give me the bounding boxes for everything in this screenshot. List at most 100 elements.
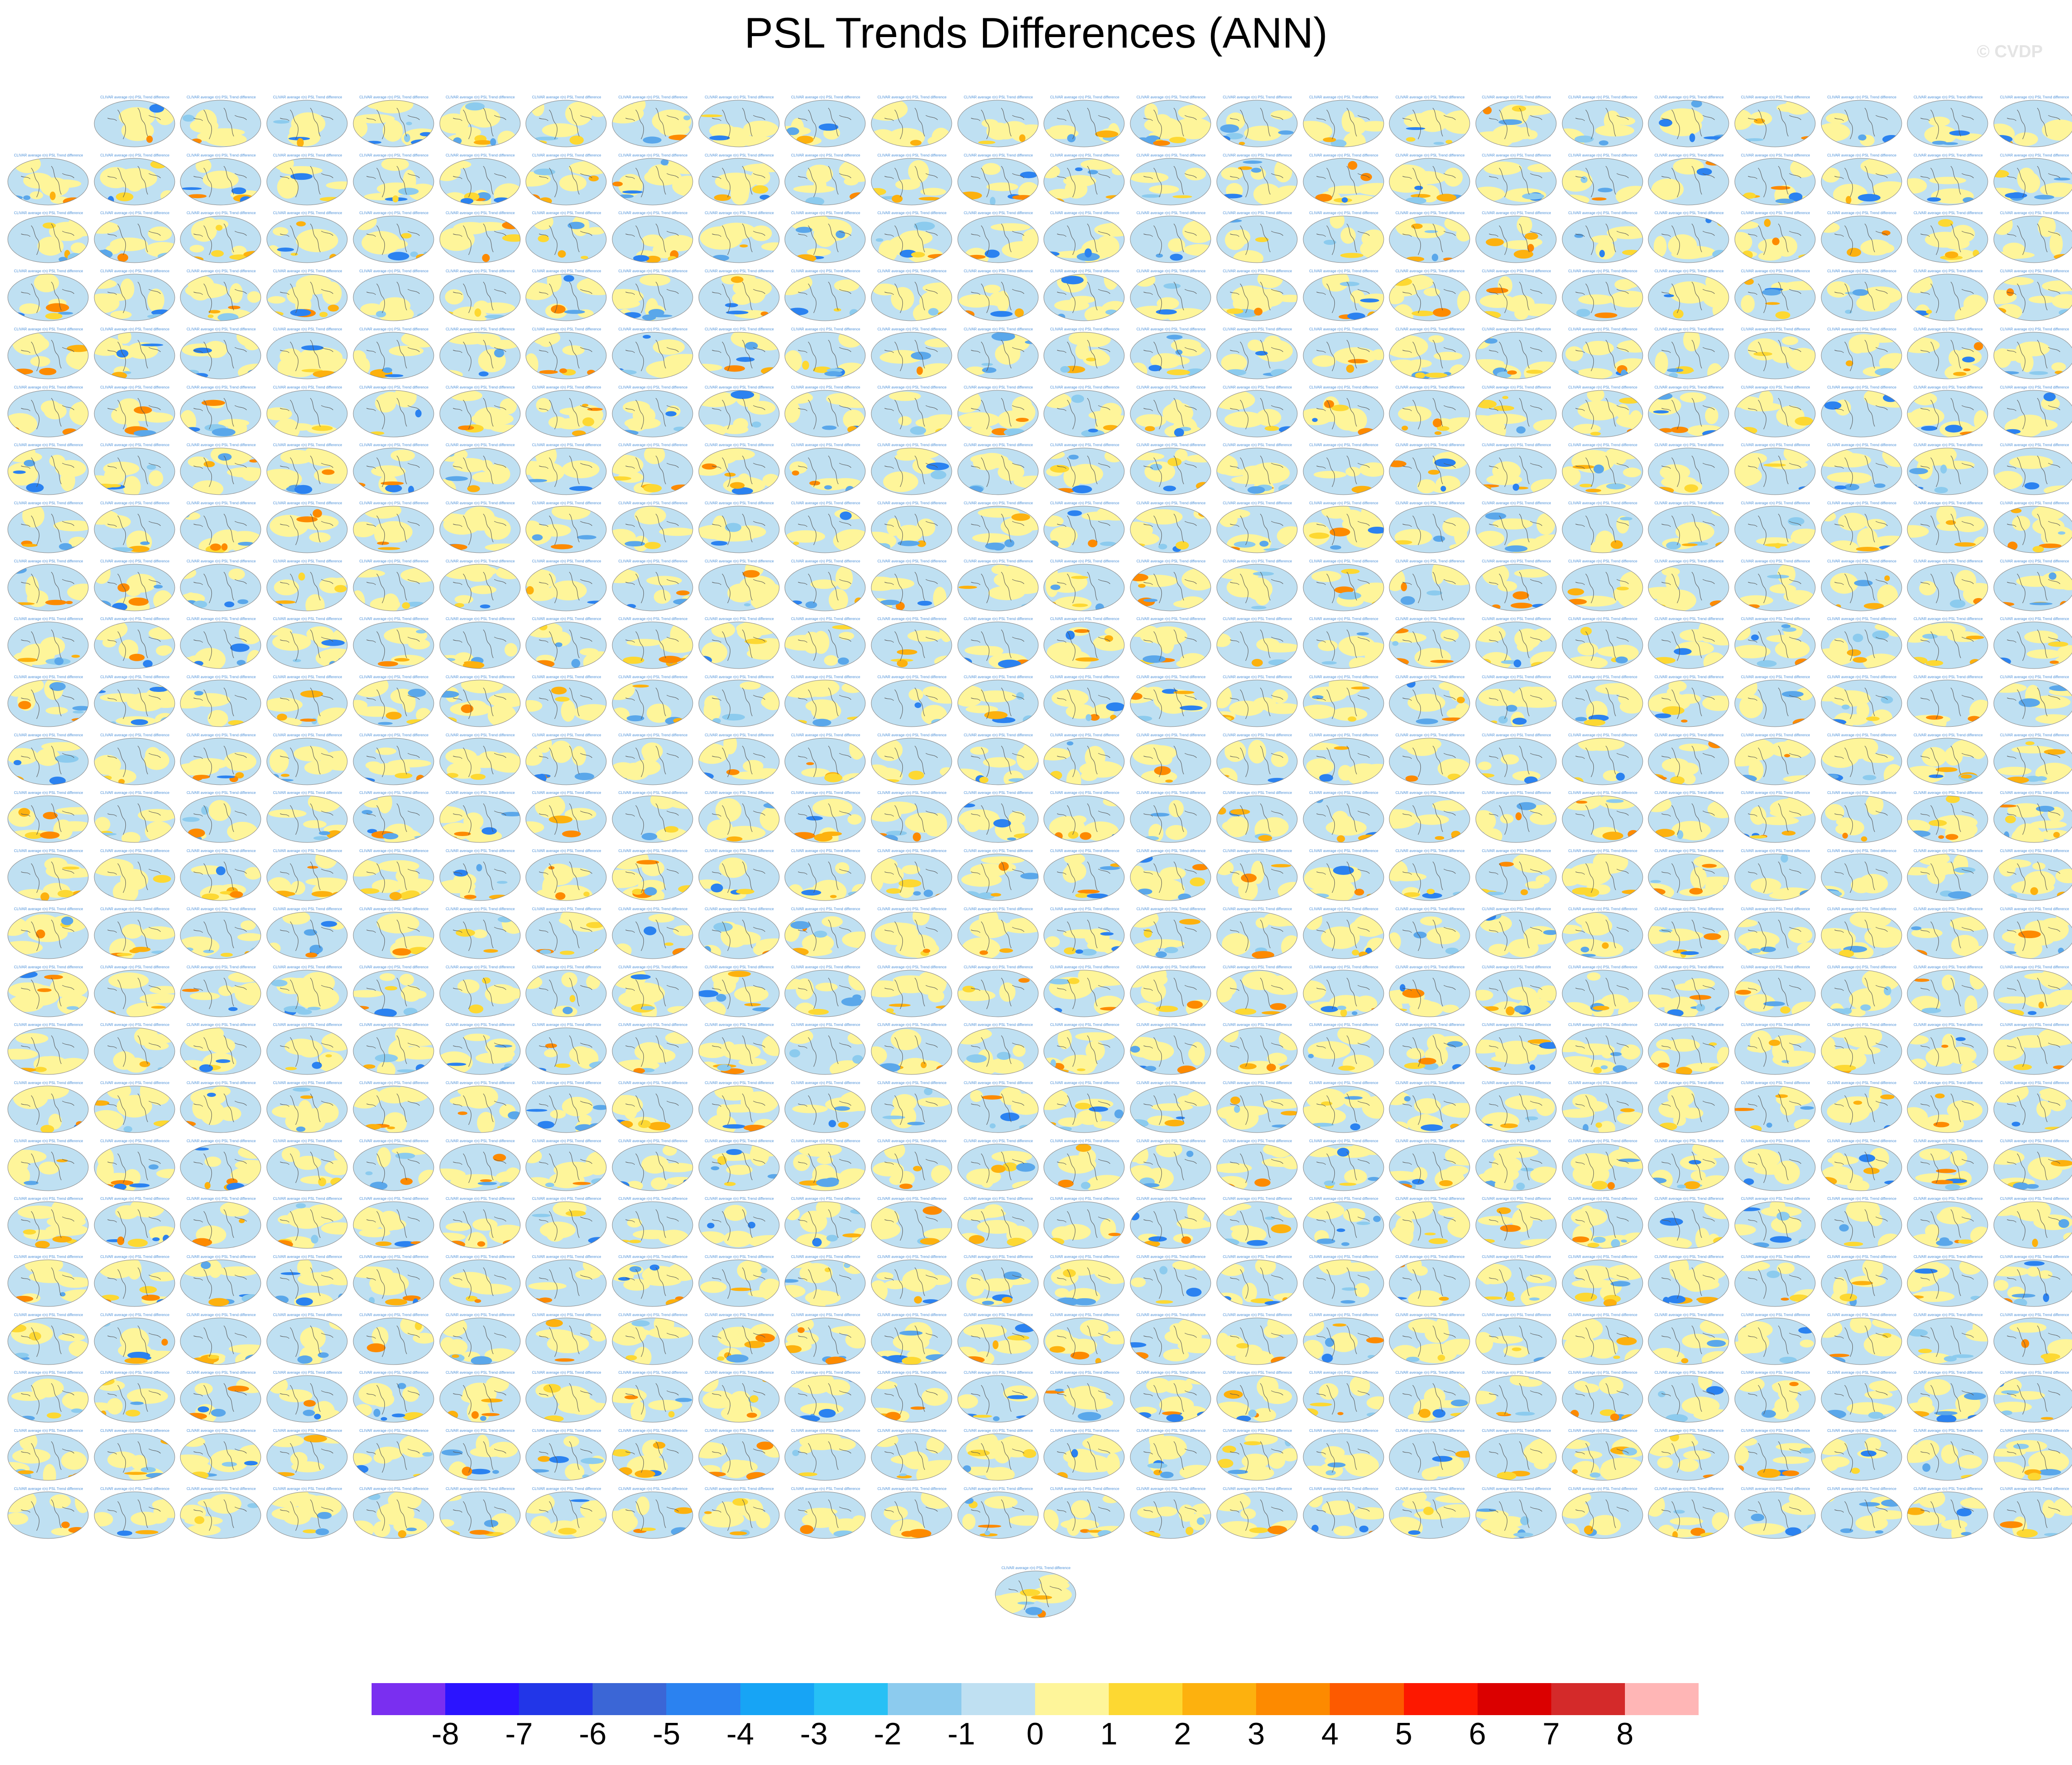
anomaly-blob bbox=[1226, 308, 1244, 314]
coastline bbox=[1671, 167, 1680, 197]
anomaly-blob bbox=[328, 304, 339, 312]
world-map bbox=[698, 100, 780, 147]
coastline bbox=[635, 167, 644, 197]
anomaly-blob bbox=[98, 833, 117, 836]
anomaly-blob bbox=[298, 572, 305, 581]
positive-anomaly bbox=[662, 235, 693, 252]
coastline bbox=[1153, 167, 1162, 197]
positive-anomaly bbox=[990, 223, 1031, 232]
anomaly-blob bbox=[204, 461, 215, 468]
world-map bbox=[784, 216, 866, 263]
anomaly-blob bbox=[297, 138, 304, 147]
positive-anomaly bbox=[1478, 688, 1516, 706]
anomaly-blob bbox=[1402, 425, 1408, 431]
coastline bbox=[407, 231, 420, 236]
anomaly-blob bbox=[739, 244, 748, 248]
coastline bbox=[894, 226, 903, 255]
world-map bbox=[1562, 680, 1643, 727]
map-panel: CLIVAR average r(n) PSL Trend difference bbox=[1216, 501, 1299, 555]
anomaly-blob bbox=[1095, 603, 1105, 611]
map-panel: CLIVAR average r(n) PSL Trend difference bbox=[1303, 95, 1385, 149]
world-map bbox=[1821, 564, 1902, 611]
positive-anomaly bbox=[1241, 465, 1270, 480]
world-map bbox=[1562, 506, 1643, 553]
map-panel: CLIVAR average r(n) PSL Trend difference bbox=[266, 559, 349, 613]
panel-caption: CLIVAR average r(n) PSL Trend difference bbox=[618, 211, 688, 216]
coastline bbox=[1087, 108, 1098, 137]
anomaly-blob bbox=[812, 718, 831, 727]
map-panel: CLIVAR average r(n) PSL Trend difference bbox=[1734, 211, 1817, 265]
positive-anomaly bbox=[647, 164, 674, 185]
anomaly-blob bbox=[1953, 372, 1967, 376]
anomaly-blob bbox=[792, 470, 799, 476]
world-map bbox=[266, 564, 348, 611]
anomaly-blob bbox=[502, 221, 520, 230]
coastline bbox=[1519, 108, 1530, 137]
coastline bbox=[2037, 224, 2048, 253]
panel-caption: CLIVAR average r(n) PSL Trend difference bbox=[964, 153, 1033, 157]
anomaly-blob bbox=[569, 486, 593, 491]
positive-anomaly bbox=[1483, 416, 1500, 431]
positive-anomaly bbox=[1705, 407, 1719, 424]
anomaly-blob bbox=[914, 702, 922, 708]
world-map bbox=[266, 158, 348, 205]
panel-caption: CLIVAR average r(n) PSL Trend difference bbox=[1050, 95, 1119, 99]
positive-anomaly bbox=[1225, 230, 1246, 250]
anomaly-blob bbox=[312, 425, 333, 431]
coastline bbox=[914, 108, 925, 137]
anomaly-blob bbox=[1428, 470, 1440, 475]
anomaly-blob bbox=[562, 831, 581, 838]
anomaly-blob bbox=[982, 367, 997, 373]
anomaly-blob bbox=[723, 365, 745, 372]
map-outline bbox=[439, 100, 520, 147]
map-panel: CLIVAR average r(n) PSL Trend difference bbox=[1216, 559, 1299, 613]
coastline bbox=[1875, 115, 1888, 120]
world-map bbox=[612, 564, 693, 611]
map-outline bbox=[353, 216, 434, 263]
coastline bbox=[376, 167, 385, 197]
world-map bbox=[1475, 216, 1557, 263]
anomaly-blob bbox=[1610, 540, 1623, 549]
panel-caption: CLIVAR average r(n) PSL Trend difference bbox=[1482, 501, 1551, 505]
positive-anomaly bbox=[1527, 163, 1556, 173]
anomaly-blob bbox=[1512, 591, 1529, 599]
panel-caption: CLIVAR average r(n) PSL Trend difference bbox=[1741, 385, 1810, 389]
map-outline bbox=[180, 100, 261, 147]
anomaly-blob bbox=[1681, 719, 1688, 723]
map-panel: CLIVAR average r(n) PSL Trend difference bbox=[1475, 675, 1558, 729]
coastline bbox=[224, 224, 234, 253]
map-panel: CLIVAR average r(n) PSL Trend difference bbox=[7, 559, 90, 613]
panel-caption: CLIVAR average r(n) PSL Trend difference bbox=[186, 95, 256, 99]
positive-anomaly bbox=[1565, 656, 1608, 669]
anomaly-blob bbox=[71, 655, 80, 658]
positive-anomaly bbox=[1173, 118, 1211, 140]
anomaly-blob bbox=[376, 311, 386, 318]
map-panel: CLIVAR average r(n) PSL Trend difference bbox=[1562, 617, 1644, 671]
map-outline bbox=[180, 158, 261, 205]
panel-caption: CLIVAR average r(n) PSL Trend difference bbox=[1913, 617, 1983, 621]
positive-anomaly bbox=[1492, 461, 1521, 481]
panel-caption: CLIVAR average r(n) PSL Trend difference bbox=[14, 153, 83, 157]
positive-anomaly bbox=[1303, 121, 1333, 142]
positive-anomaly bbox=[1619, 699, 1643, 714]
anomaly-blob bbox=[1426, 590, 1443, 595]
map-panel: CLIVAR average r(n) PSL Trend difference bbox=[1734, 153, 1817, 207]
world-map bbox=[871, 621, 952, 669]
panel-caption: CLIVAR average r(n) PSL Trend difference bbox=[705, 327, 774, 331]
anomaly-blob bbox=[290, 309, 311, 317]
positive-anomaly bbox=[1879, 244, 1894, 254]
anomaly-blob bbox=[824, 485, 832, 490]
map-panel: CLIVAR average r(n) PSL Trend difference bbox=[7, 153, 90, 207]
world-map bbox=[1993, 100, 2072, 147]
positive-anomaly bbox=[1565, 346, 1583, 362]
positive-anomaly bbox=[70, 243, 86, 254]
map-panel: CLIVAR average r(n) PSL Trend difference bbox=[612, 501, 694, 555]
anomaly-blob bbox=[549, 815, 573, 824]
world-map bbox=[180, 680, 261, 727]
anomaly-blob bbox=[1321, 661, 1337, 665]
anomaly-blob bbox=[1376, 256, 1382, 259]
world-map bbox=[525, 621, 607, 669]
anomaly-blob bbox=[1669, 372, 1678, 378]
anomaly-blob bbox=[378, 547, 400, 550]
anomaly-blob bbox=[508, 720, 519, 726]
